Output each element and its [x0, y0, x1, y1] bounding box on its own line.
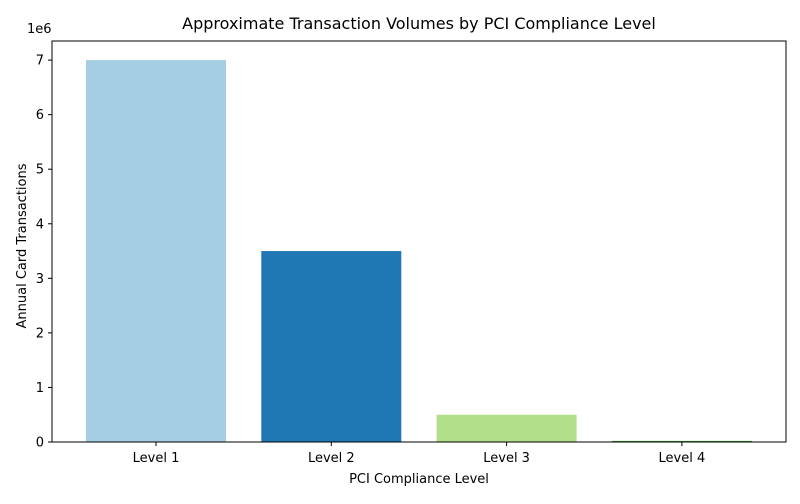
bar-level-2: [261, 251, 402, 442]
x-tick-label: Level 3: [483, 451, 530, 466]
chart-title: Approximate Transaction Volumes by PCI C…: [182, 14, 656, 33]
bar-level-3: [436, 414, 577, 442]
y-axis-scale-label: 1e6: [27, 22, 52, 37]
plot-frame: [51, 40, 787, 443]
bar-level-4: [611, 440, 752, 442]
y-tick-label: 5: [36, 163, 44, 178]
x-axis-label: PCI Compliance Level: [349, 472, 489, 487]
y-tick-label: 1: [36, 381, 44, 396]
y-tick-label: 0: [36, 436, 44, 451]
y-axis-label: Annual Card Transactions: [15, 163, 30, 328]
x-tick-label: Level 4: [659, 451, 706, 466]
bar-level-1: [86, 60, 226, 442]
x-tick-label: Level 2: [308, 451, 355, 466]
y-tick-label: 7: [36, 54, 44, 69]
y-tick-label: 4: [36, 217, 44, 232]
y-tick-label: 3: [36, 272, 44, 287]
y-tick-label: 6: [36, 108, 44, 123]
plot-area: 0 1 2 3 4 5 6 7 Level 1 Level 2 Level 3 Level 4: [36, 40, 787, 466]
x-tick-label: Level 1: [133, 451, 180, 466]
y-tick-label: 2: [36, 326, 44, 341]
